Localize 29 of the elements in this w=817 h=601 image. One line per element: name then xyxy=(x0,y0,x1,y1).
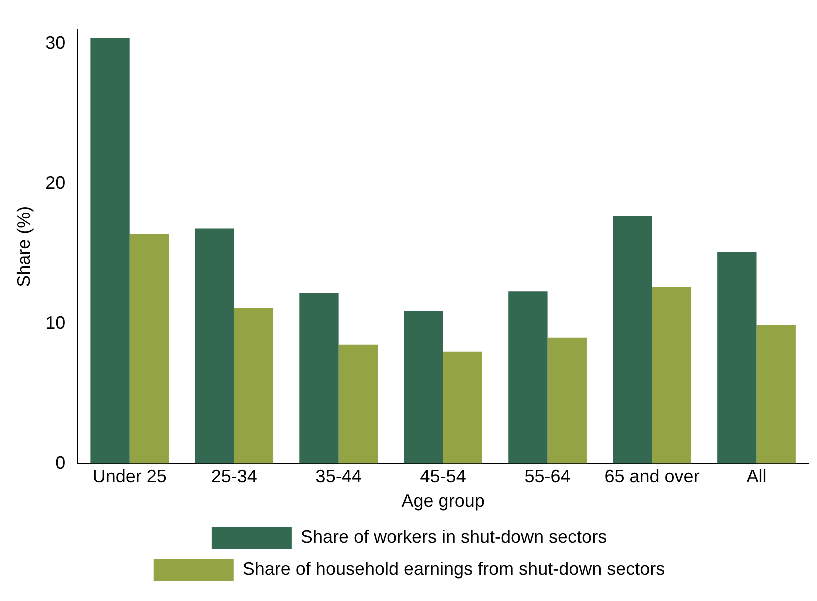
x-tick-label: All xyxy=(746,466,767,487)
y-tick-label: 0 xyxy=(56,452,66,473)
y-tick-label: 20 xyxy=(46,172,66,193)
bar xyxy=(756,325,796,464)
bar xyxy=(404,311,444,464)
bar xyxy=(718,252,757,464)
y-tick-label: 10 xyxy=(46,312,66,333)
bar xyxy=(548,338,587,464)
bar xyxy=(443,352,482,464)
bar xyxy=(652,287,692,464)
x-axis-title: Age group xyxy=(402,491,485,512)
legend-label: Share of household earnings from shut-down sectors xyxy=(242,558,666,579)
x-tick-label: Under 25 xyxy=(92,466,167,487)
bar xyxy=(90,38,130,464)
x-tick-label: 55-64 xyxy=(524,466,571,487)
legend-label: Share of workers in shut-down sectors xyxy=(300,526,608,547)
bar xyxy=(613,216,652,464)
bar xyxy=(195,228,234,464)
bar xyxy=(338,344,378,464)
bar xyxy=(130,234,170,464)
x-tick-label: 35-44 xyxy=(316,466,362,487)
bar xyxy=(234,308,274,464)
y-tick-label: 30 xyxy=(46,32,66,53)
bar xyxy=(508,292,548,464)
y-axis-title: Share (%) xyxy=(14,206,34,288)
x-tick-label: 65 and over xyxy=(604,466,700,487)
x-tick-label: 25-34 xyxy=(211,466,258,487)
x-tick-label: 45-54 xyxy=(420,466,466,487)
bar xyxy=(300,293,339,464)
